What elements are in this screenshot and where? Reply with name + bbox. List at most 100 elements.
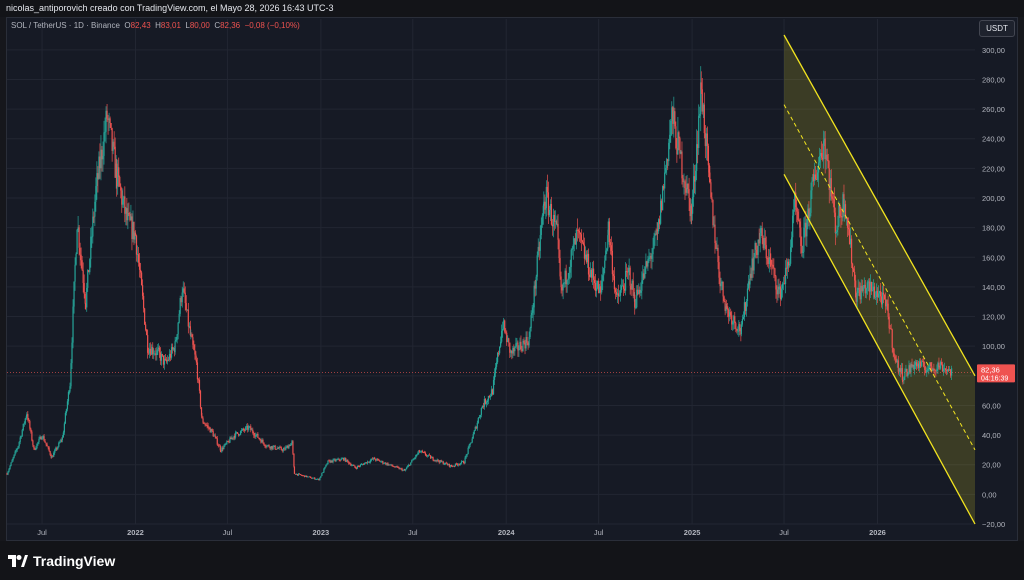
candle-body bbox=[164, 358, 167, 360]
candle-body bbox=[37, 442, 39, 444]
candle-body bbox=[195, 359, 198, 363]
candle-body bbox=[309, 476, 311, 478]
candle-body bbox=[774, 268, 776, 277]
candle-body bbox=[638, 289, 640, 295]
candle-body bbox=[294, 473, 297, 475]
header-title: nicolas_antiporovich creado con TradingV… bbox=[6, 3, 334, 13]
candle-body bbox=[945, 370, 948, 372]
candle-body bbox=[534, 285, 536, 289]
candle-body bbox=[650, 256, 652, 259]
candle-body bbox=[924, 366, 926, 370]
candle-body bbox=[771, 264, 773, 266]
candle-body bbox=[364, 462, 367, 464]
candle-body bbox=[14, 451, 16, 455]
candle-body bbox=[74, 264, 76, 282]
candle-body bbox=[667, 159, 669, 162]
candle-body bbox=[602, 275, 604, 281]
symbol-legend[interactable]: SOL / TetherUS · 1D · Binance O82,43 H83… bbox=[11, 21, 300, 30]
y-tick-label: 0,00 bbox=[982, 490, 997, 499]
candle-body bbox=[447, 463, 449, 465]
candle-body bbox=[724, 301, 726, 311]
candle-body bbox=[753, 257, 755, 271]
candle-body bbox=[390, 464, 392, 466]
candle-body bbox=[30, 428, 32, 432]
candle-body bbox=[406, 467, 408, 470]
candle-body bbox=[171, 347, 174, 350]
y-tick-label: 180,00 bbox=[982, 224, 1005, 233]
candle-body bbox=[840, 216, 842, 217]
candle-body bbox=[295, 473, 298, 475]
candle-body bbox=[434, 460, 436, 462]
candle-body bbox=[315, 479, 317, 480]
candle-body bbox=[96, 173, 98, 187]
candle-body bbox=[324, 466, 326, 469]
candle-body bbox=[415, 454, 417, 458]
candle-body bbox=[158, 347, 160, 353]
candle-body bbox=[789, 263, 791, 266]
chart-frame[interactable] bbox=[6, 17, 1018, 541]
candle-body bbox=[541, 215, 543, 225]
candle-body bbox=[934, 369, 936, 371]
candle-body bbox=[432, 457, 434, 461]
candle-body bbox=[54, 450, 56, 453]
candle-body bbox=[762, 237, 764, 249]
tradingview-logo[interactable]: TradingView bbox=[8, 553, 115, 569]
candle-body bbox=[555, 221, 558, 225]
candle-body bbox=[612, 274, 614, 276]
candle-body bbox=[440, 460, 442, 462]
candle-body bbox=[463, 463, 465, 464]
candle-body bbox=[185, 303, 187, 310]
candle-body bbox=[377, 458, 379, 460]
candle-body bbox=[552, 214, 555, 227]
candle-body bbox=[111, 128, 113, 151]
candle-body bbox=[351, 465, 353, 467]
candle-body bbox=[841, 216, 843, 218]
candle-body bbox=[71, 342, 73, 364]
candle-body bbox=[387, 463, 389, 466]
candle-body bbox=[878, 290, 881, 294]
candle-body bbox=[871, 290, 874, 292]
candle-body bbox=[325, 464, 327, 467]
candle-body bbox=[24, 418, 26, 424]
candle-body bbox=[935, 370, 937, 372]
candle-body bbox=[235, 432, 238, 433]
candle-body bbox=[626, 270, 628, 272]
candle-body bbox=[417, 452, 419, 455]
candle-body bbox=[109, 118, 111, 124]
candle-body bbox=[206, 424, 208, 426]
candle-body bbox=[386, 463, 388, 465]
channel-middle-line[interactable] bbox=[783, 104, 976, 451]
candle-body bbox=[402, 469, 404, 471]
candle-body bbox=[542, 205, 544, 216]
candle-body bbox=[528, 336, 530, 346]
candle-body bbox=[27, 414, 29, 420]
currency-button[interactable]: USDT bbox=[979, 20, 1015, 37]
candle-body bbox=[61, 439, 63, 441]
channel-lower-line[interactable] bbox=[783, 173, 976, 525]
candle-body bbox=[355, 468, 358, 469]
candle-body bbox=[363, 463, 366, 465]
candle-body bbox=[579, 232, 581, 235]
candle-body bbox=[595, 282, 597, 291]
candle-body bbox=[891, 329, 893, 348]
candle-body bbox=[706, 133, 708, 146]
candle-body bbox=[550, 203, 553, 225]
candle-body bbox=[293, 453, 295, 467]
candle-body bbox=[507, 338, 509, 343]
candle-body bbox=[699, 114, 701, 116]
channel-upper-line[interactable] bbox=[783, 34, 976, 377]
candle-body bbox=[836, 229, 838, 233]
candle-body bbox=[927, 369, 929, 371]
candle-body bbox=[183, 288, 185, 293]
candle-body bbox=[849, 238, 852, 245]
candle-body bbox=[467, 447, 469, 454]
candle-body bbox=[488, 396, 491, 397]
candle-body bbox=[320, 476, 322, 478]
candle-body bbox=[539, 235, 541, 251]
candle-body bbox=[42, 436, 44, 438]
candle-body bbox=[603, 268, 605, 276]
candle-body bbox=[498, 352, 500, 354]
candle-body bbox=[738, 324, 740, 331]
candle-body bbox=[216, 438, 218, 445]
